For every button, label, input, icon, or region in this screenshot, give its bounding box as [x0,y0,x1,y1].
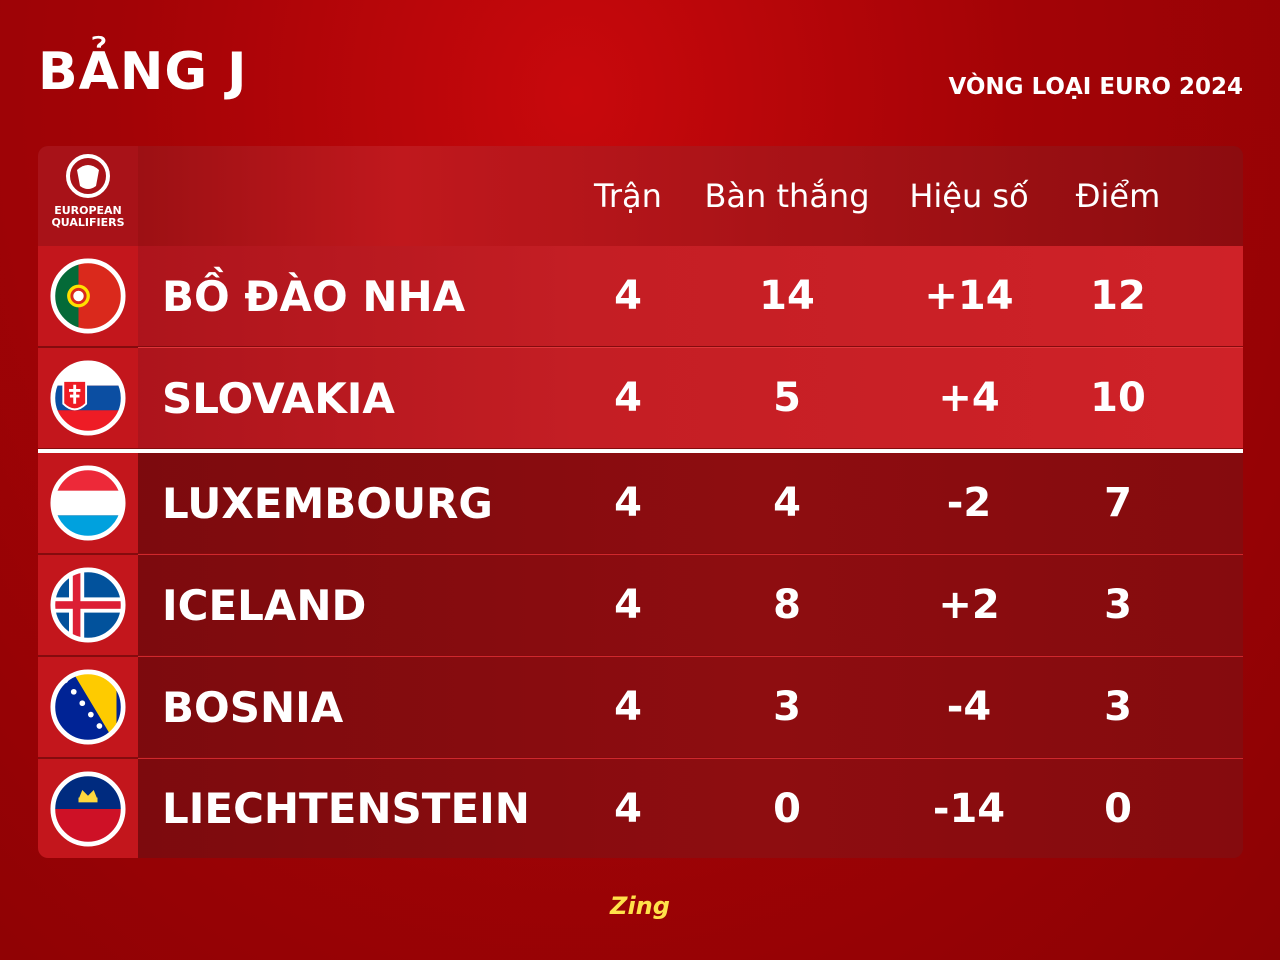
stat: 3 [1104,582,1132,628]
team-name: LUXEMBOURG [162,478,493,528]
stat: 10 [1090,375,1146,421]
stat: 3 [773,684,801,730]
stat: 4 [614,375,642,421]
stat: 8 [773,582,801,628]
team-row: LIECHTENSTEIN 4 0 -14 0 [38,759,1243,858]
standings-table: EUROPEAN QUALIFIERS Trận Bàn thắng Hiệu số Đi… [38,146,1243,858]
team-name: LIECHTENSTEIN [162,784,530,833]
flag-cell [38,759,138,858]
team-row: BỒ ĐÀO NHA 4 14 +14 12 [38,246,1243,346]
team-row: SLOVAKIA 4 5 +4 10 [38,348,1243,448]
stat: -2 [946,480,992,526]
stat: -4 [946,684,992,730]
logo-icon [66,154,110,198]
logo: EUROPEAN QUALIFIERS [38,146,138,246]
team-row: LUXEMBOURG 4 4 -2 7 [38,453,1243,553]
flag [50,360,126,436]
title: BẢNG J [38,42,248,102]
flag [50,258,126,334]
stat: 12 [1090,273,1146,319]
stat: 4 [614,785,642,832]
row-separator [138,656,1243,657]
stat: 4 [773,480,801,526]
column-header: Điểm [1075,177,1161,215]
row-separator [138,554,1243,555]
stat: 5 [773,375,801,421]
column-header: Bàn thắng [704,177,870,215]
stat: +14 [924,273,1014,319]
stat: 0 [1104,785,1132,832]
flag-cell [38,555,138,655]
team-name: ICELAND [162,580,367,630]
column-header: Trận [594,177,662,215]
stat: 4 [614,273,642,319]
row-separator [138,347,1243,348]
logo-text: QUALIFIERS [51,216,125,229]
flag-cell [38,246,138,346]
flag [50,465,126,541]
team-row: ICELAND 4 8 +2 3 [38,555,1243,655]
flag-cell [38,453,138,553]
flag-cell [38,657,138,757]
brand: Zing [610,892,670,920]
logo-cell: EUROPEAN QUALIFIERS [38,146,138,246]
stat: 4 [614,582,642,628]
header-row: EUROPEAN QUALIFIERS Trận Bàn thắng Hiệu số Đi… [38,146,1243,246]
stat: +2 [938,582,1000,628]
flag [50,669,126,745]
team-row: BOSNIA 4 3 -4 3 [38,657,1243,757]
column-header: Hiệu số [909,177,1029,215]
team-name: BỒ ĐÀO NHA [162,271,466,321]
row-separator [138,758,1243,759]
team-name: SLOVAKIA [162,373,395,423]
stat: 7 [1104,480,1132,526]
stat: 4 [614,480,642,526]
flag-cell [38,348,138,448]
logo-text: EUROPEAN [54,204,122,217]
row-separator [38,449,1243,453]
stat: 14 [759,273,815,319]
team-name: BOSNIA [162,682,344,732]
stat: 3 [1104,684,1132,730]
flag [50,771,126,847]
stat: 4 [614,684,642,730]
flag [50,567,126,643]
subtitle: VÒNG LOẠI EURO 2024 [948,74,1243,100]
stat: +4 [938,375,1000,421]
stat: -14 [932,785,1006,832]
stat: 0 [773,785,801,832]
